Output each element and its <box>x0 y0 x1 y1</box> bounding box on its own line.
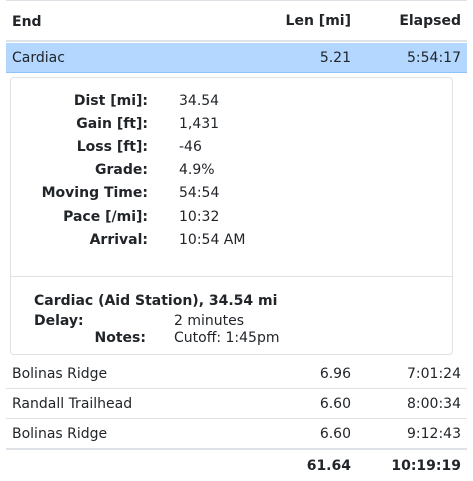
segment-details-panel: Dist [mi]: 34.54 Gain [ft]: 1,431 Loss [… <box>10 77 453 355</box>
stat-pace: Pace [/mi]: 10:32 <box>11 205 452 228</box>
stat-arrival: Arrival: 10:54 AM <box>11 228 452 251</box>
stat-value: 54:54 <box>179 185 220 202</box>
stat-value: 10:54 AM <box>179 231 246 248</box>
row-end: Randall Trailhead <box>12 395 133 412</box>
notes-label: Notes: <box>94 329 146 346</box>
stat-gain: Gain [ft]: 1,431 <box>11 112 452 135</box>
row-elapsed: 9:12:43 <box>407 425 461 442</box>
stat-value: -46 <box>179 138 202 155</box>
aid-station-title: Cardiac (Aid Station), 34.54 mi <box>34 293 278 309</box>
table-row[interactable]: Randall Trailhead 6.60 8:00:34 <box>6 389 467 419</box>
aid-station-notes: Notes: Cutoff: 1:45pm <box>34 329 452 346</box>
total-elapsed: 10:19:19 <box>391 457 461 474</box>
stat-value: 10:32 <box>179 208 220 225</box>
segment-stats: Dist [mi]: 34.54 Gain [ft]: 1,431 Loss [… <box>11 78 452 277</box>
row-length: 6.60 <box>319 395 351 412</box>
header-elapsed[interactable]: Elapsed <box>399 12 461 29</box>
aid-station-delay: Delay: 2 minutes <box>34 312 452 329</box>
stat-moving-time: Moving Time: 54:54 <box>11 182 452 205</box>
stat-value: 1,431 <box>179 115 220 132</box>
table-row[interactable]: Bolinas Ridge 6.60 9:12:43 <box>6 419 467 449</box>
row-end: Bolinas Ridge <box>12 425 108 442</box>
table-row-selected[interactable]: Cardiac 5.21 5:54:17 <box>6 43 467 73</box>
stat-distance: Dist [mi]: 34.54 <box>11 89 452 112</box>
row-end: Cardiac <box>12 49 65 66</box>
row-length: 5.21 <box>319 49 351 66</box>
row-elapsed: 8:00:34 <box>407 395 461 412</box>
stat-label: Grade: <box>95 162 148 179</box>
stat-label: Dist [mi]: <box>73 92 148 109</box>
row-end: Bolinas Ridge <box>12 365 108 382</box>
total-length: 61.64 <box>306 457 351 474</box>
stat-value: 34.54 <box>179 92 220 109</box>
stat-label: Pace [/mi]: <box>63 208 148 225</box>
stat-label: Moving Time: <box>41 185 148 202</box>
row-elapsed: 7:01:24 <box>407 365 461 382</box>
row-length: 6.60 <box>319 425 351 442</box>
table-totals-row: 61.64 10:19:19 <box>6 449 467 481</box>
stat-loss: Loss [ft]: -46 <box>11 135 452 158</box>
stat-label: Arrival: <box>89 231 148 248</box>
stat-grade: Grade: 4.9% <box>11 159 452 182</box>
delay-value: 2 minutes <box>174 312 245 329</box>
aid-station-info: Cardiac (Aid Station), 34.54 mi Delay: 2… <box>11 277 452 346</box>
table-header: End Len [mi] Elapsed <box>6 0 467 42</box>
segments-table: End Len [mi] Elapsed Cardiac 5.21 5:54:1… <box>6 0 467 481</box>
stat-label: Gain [ft]: <box>76 115 148 132</box>
row-length: 6.96 <box>319 365 351 382</box>
table-row[interactable]: Bolinas Ridge 6.96 7:01:24 <box>6 359 467 389</box>
delay-label: Delay: <box>34 312 84 329</box>
notes-value: Cutoff: 1:45pm <box>174 329 280 346</box>
row-elapsed: 5:54:17 <box>407 49 461 66</box>
header-length[interactable]: Len [mi] <box>285 12 351 29</box>
stat-value: 4.9% <box>179 162 215 179</box>
stat-label: Loss [ft]: <box>76 138 148 155</box>
header-end[interactable]: End <box>12 13 42 30</box>
